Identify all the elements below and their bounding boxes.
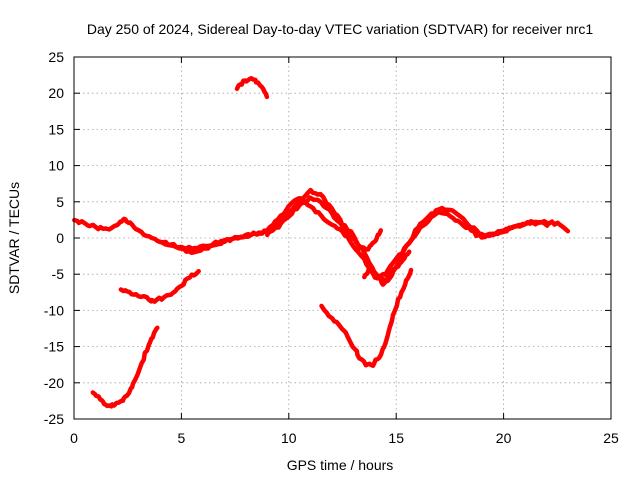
series-line-track-low-right (319, 267, 414, 368)
tick-layer: 0 5 10 15 20 25 -25 -20 -15 -10 -5 0 5 10 15 20 25 (44, 49, 619, 446)
chart-title: Day 250 of 2024, Sidereal Day-to-day VTE… (87, 21, 593, 37)
y-tick-label: 20 (48, 85, 64, 101)
x-tick-label: 25 (603, 430, 619, 446)
y-tick-label: 15 (48, 121, 64, 137)
y-tick-label: -25 (44, 411, 64, 427)
y-tick-label: -15 (44, 339, 64, 355)
x-tick-label: 10 (281, 430, 297, 446)
series-line-track-dip (362, 249, 412, 287)
series-line-track-mid-left (118, 268, 201, 304)
x-tick-label: 5 (178, 430, 186, 446)
grid-layer (74, 57, 611, 419)
x-tick-label: 20 (496, 430, 512, 446)
y-tick-label: -20 (44, 375, 64, 391)
series-line-track-main-b (157, 195, 550, 281)
y-tick-label: 5 (56, 194, 64, 210)
series-line-track-main-a (72, 195, 571, 283)
series-line-track-low-left (90, 325, 160, 409)
x-tick-label: 15 (388, 430, 404, 446)
x-tick-label: 0 (70, 430, 78, 446)
y-tick-label: -10 (44, 302, 64, 318)
series-layer (72, 76, 571, 409)
y-tick-label: 0 (56, 230, 64, 246)
x-axis-title: GPS time / hours (287, 457, 394, 473)
y-axis-title: SDTVAR / TECUs (6, 182, 22, 294)
y-tick-label: -5 (52, 266, 65, 282)
y-tick-label: 10 (48, 158, 64, 174)
series-line-track-peak (234, 76, 270, 100)
y-tick-label: 25 (48, 49, 64, 65)
series-line-track-main-c (265, 187, 384, 252)
